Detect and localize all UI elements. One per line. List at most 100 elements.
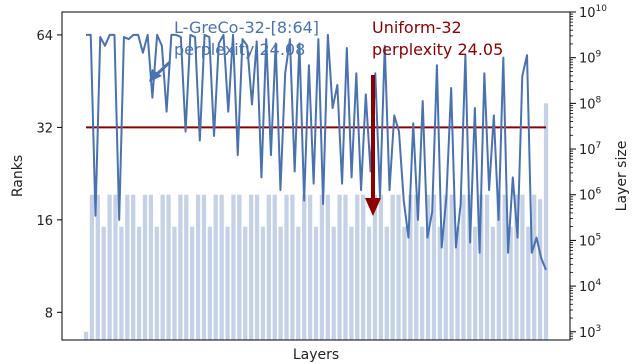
layer-size-bars (83, 103, 549, 340)
layer-size-bar (166, 194, 171, 340)
layer-size-bar (83, 331, 89, 340)
plot-frame (61, 11, 571, 341)
layer-size-bar (361, 194, 366, 340)
layer-size-bar (95, 194, 100, 340)
layer-size-bar (290, 194, 295, 340)
layer-size-bar (467, 194, 472, 340)
layer-size-bar (101, 226, 106, 340)
left-axis-title: Ranks (10, 155, 26, 197)
right-tick-label: 103 (579, 324, 601, 341)
greco-arrow-shaft (155, 60, 172, 76)
left-tick-label: 32 (36, 121, 53, 136)
left-tick-label: 64 (36, 29, 53, 44)
layer-size-bar (278, 226, 283, 340)
layer-size-bar (225, 226, 230, 340)
layer-size-bar (249, 194, 254, 340)
layer-size-bar (455, 226, 460, 340)
layer-size-bar (408, 194, 413, 340)
right-tick-label: 105 (579, 232, 601, 249)
annotations: L-GreCo-32-[8:64] perplexity 24.08 Uniform… (149, 18, 503, 216)
right-tick-label: 108 (579, 95, 602, 112)
layer-size-bar (372, 194, 378, 340)
layer-size-bar (490, 226, 496, 340)
layer-size-bar (402, 226, 407, 340)
layer-size-bar (461, 194, 466, 340)
right-axis-title: Layer size (614, 141, 630, 212)
layer-size-bar (207, 226, 212, 340)
left-tick-label: 16 (36, 214, 53, 229)
greco-annotation-perplexity: perplexity 24.08 (174, 40, 305, 59)
right-tick-label: 104 (579, 278, 602, 295)
layer-size-bar (272, 194, 277, 340)
layer-size-bar (325, 194, 330, 340)
left-tick-label: 8 (45, 306, 53, 321)
layer-size-bar (390, 194, 395, 340)
layer-size-bar (136, 226, 142, 340)
x-axis-title: Layers (293, 347, 339, 363)
layer-size-bar (119, 226, 124, 340)
layer-size-bar (160, 194, 165, 340)
right-axis: 103 104 105 106 107 108 109 1010 (570, 4, 607, 341)
right-tick-label: 106 (579, 187, 602, 204)
layer-size-bar (201, 194, 207, 340)
layer-size-bar (414, 194, 419, 340)
layer-size-bar (148, 194, 153, 340)
right-tick-label: 109 (579, 50, 602, 67)
layer-size-bar (479, 194, 484, 340)
left-axis: 8 16 32 64 (36, 29, 62, 321)
layer-size-bar (254, 194, 260, 340)
layer-size-bar (331, 226, 336, 340)
layer-size-bar (266, 194, 271, 340)
layer-size-bar (213, 194, 218, 340)
layer-size-bar (514, 194, 519, 340)
greco-rank-line (86, 33, 547, 271)
uniform-arrow-head (365, 198, 381, 216)
greco-annotation-title: L-GreCo-32-[8:64] (174, 18, 319, 37)
layer-size-bar (349, 226, 354, 340)
layer-size-bar (237, 194, 242, 340)
layer-size-bar (231, 194, 236, 340)
layer-size-bar (107, 194, 112, 340)
layer-size-bar (142, 194, 148, 340)
layer-size-bar (284, 194, 289, 340)
right-tick-label: 1010 (579, 4, 607, 21)
layer-size-bar (190, 226, 195, 340)
layer-size-bar (172, 226, 177, 340)
greco-arrow-head (149, 69, 162, 82)
layer-size-bar (195, 194, 201, 340)
layer-size-bar (260, 226, 266, 340)
layer-size-bar (113, 194, 118, 340)
layer-size-bar (243, 226, 248, 340)
layer-size-bar (425, 194, 431, 340)
layer-size-bar (543, 103, 549, 340)
greco-rank-line-group (86, 33, 547, 271)
layer-size-bar (532, 194, 537, 340)
layer-size-bar (484, 194, 490, 340)
layer-size-bar (154, 226, 159, 340)
layer-size-bar (508, 226, 513, 340)
layer-size-bar (496, 194, 501, 340)
layer-size-bar (307, 194, 313, 340)
uniform-annotation-perplexity: perplexity 24.05 (372, 40, 503, 59)
layer-size-bar (526, 226, 531, 340)
layer-size-bar (420, 226, 425, 340)
layer-size-bar (520, 194, 525, 340)
layer-size-bar (125, 194, 130, 340)
layer-size-bar (131, 194, 136, 340)
layer-size-bar (219, 194, 224, 340)
layer-size-bar (502, 194, 507, 340)
layer-size-bar (437, 226, 442, 340)
right-tick-label: 107 (579, 141, 601, 158)
layer-size-bar (355, 194, 360, 340)
layer-size-bar (178, 194, 183, 340)
layer-size-bar (431, 194, 437, 340)
layer-size-bar (537, 199, 543, 340)
layer-size-bar (337, 194, 342, 340)
layer-size-bar (313, 226, 319, 340)
layer-size-bar (384, 226, 389, 340)
layer-size-bar (302, 194, 307, 340)
uniform-annotation-title: Uniform-32 (372, 18, 462, 37)
layer-size-bar (378, 194, 383, 340)
layer-size-bar (473, 226, 478, 340)
